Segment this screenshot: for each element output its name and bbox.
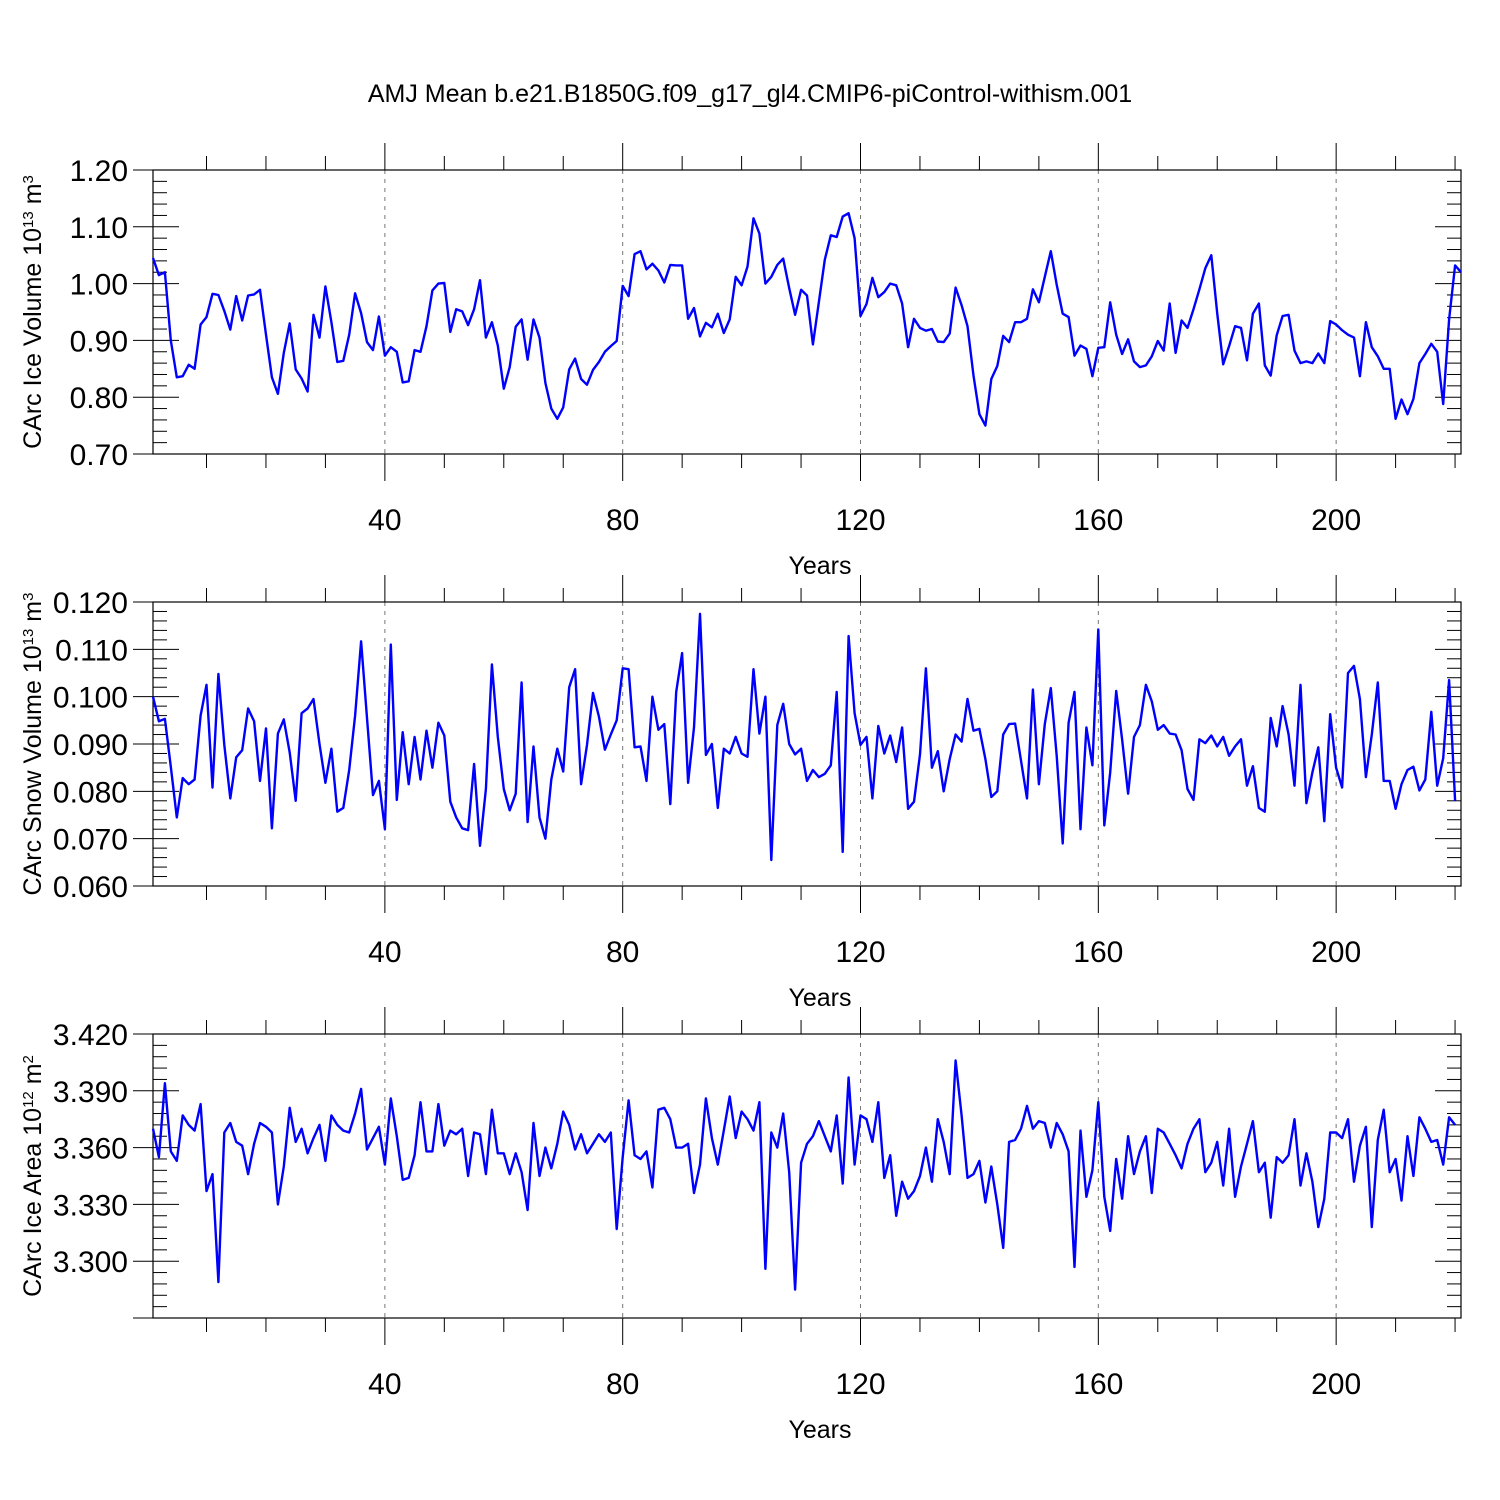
- x-axis-title: Years: [788, 1416, 851, 1444]
- y-tick-label: 0.090: [53, 729, 128, 762]
- x-tick-label: 80: [606, 1368, 639, 1401]
- x-tick-label: 80: [606, 504, 639, 537]
- page-title: AMJ Mean b.e21.B1850G.f09_g17_gl4.CMIP6-…: [367, 80, 1133, 108]
- chart-panel-3: 40 80 120 160 200 Years 3.300 3.330 3.360 3.390 3.…: [19, 1007, 1462, 1444]
- y-axis-title-superscript: 13: [20, 629, 37, 646]
- y-tick-label: 3.360: [53, 1133, 128, 1166]
- y-tick-label: 3.330: [53, 1189, 128, 1222]
- chart-panel-2: 40 80 120 160 200 Years 0.060 0.070 0.080 0.090 0.…: [19, 575, 1462, 1012]
- y-tick-label: 0.060: [53, 871, 128, 904]
- y-tick-label: 0.70: [70, 439, 128, 472]
- x-tick-label: 200: [1311, 504, 1361, 537]
- x-tick-label: 40: [368, 1368, 401, 1401]
- y-axis-title-superscript: 13: [20, 211, 37, 228]
- x-tick-label: 160: [1073, 936, 1123, 969]
- y-axis-title-part: m: [19, 1063, 47, 1091]
- plot-frame: [152, 1033, 1462, 1319]
- y-axis-title-part: m: [19, 601, 47, 629]
- y-axis-title-part: CArc Ice Area 10: [19, 1108, 47, 1297]
- y-axis-title-superscript: 3: [20, 175, 37, 183]
- y-tick-label: 0.080: [53, 776, 128, 809]
- y-tick-label: 1.10: [70, 212, 128, 245]
- y-tick-label: 0.120: [53, 587, 128, 620]
- series-line: [151, 1059, 1457, 1291]
- y-tick-label: 1.00: [70, 269, 128, 302]
- series-line: [151, 612, 1457, 862]
- x-tick-label: 40: [368, 504, 401, 537]
- y-tick-label: 0.90: [70, 325, 128, 358]
- y-tick-label: 3.420: [53, 1019, 128, 1052]
- y-tick-label: 3.390: [53, 1076, 128, 1109]
- y-axis-title-part: m: [19, 183, 47, 211]
- y-tick-label: 3.300: [53, 1246, 128, 1279]
- x-tick-label: 160: [1073, 504, 1123, 537]
- y-axis-title-part: CArc Snow Volume 10: [19, 645, 47, 895]
- y-tick-label: 0.80: [70, 382, 128, 415]
- x-axis-title: Years: [788, 984, 851, 1012]
- y-tick-label: 1.20: [70, 155, 128, 188]
- y-axis-title-superscript: 12: [20, 1091, 37, 1108]
- x-tick-label: 80: [606, 936, 639, 969]
- y-tick-label: 0.070: [53, 824, 128, 857]
- y-axis-title-part: CArc Ice Volume 10: [19, 228, 47, 449]
- x-tick-label: 120: [835, 504, 885, 537]
- y-axis-title-superscript: 2: [20, 1055, 37, 1063]
- y-axis-title: CArc Snow Volume 1013 m3: [19, 593, 47, 896]
- x-tick-label: 40: [368, 936, 401, 969]
- plot-frame: [152, 601, 1462, 887]
- x-tick-label: 200: [1311, 1368, 1361, 1401]
- x-axis-title: Years: [788, 552, 851, 580]
- y-tick-label: 0.110: [55, 634, 128, 667]
- y-axis-title-superscript: 3: [20, 593, 37, 601]
- x-tick-label: 120: [835, 936, 885, 969]
- y-axis-title: CArc Ice Volume 1013 m3: [19, 175, 47, 449]
- chart-panel-1: 40 80 120 160 200 Years 0.70 0.80 0.90 1.00 1.10 1.…: [19, 143, 1462, 580]
- x-tick-label: 200: [1311, 936, 1361, 969]
- x-tick-label: 160: [1073, 1368, 1123, 1401]
- y-axis-title: CArc Ice Area 1012 m2: [19, 1055, 47, 1297]
- plot-frame: [152, 169, 1462, 455]
- x-tick-label: 120: [835, 1368, 885, 1401]
- y-tick-label: 0.100: [53, 682, 128, 715]
- series-line: [151, 211, 1462, 427]
